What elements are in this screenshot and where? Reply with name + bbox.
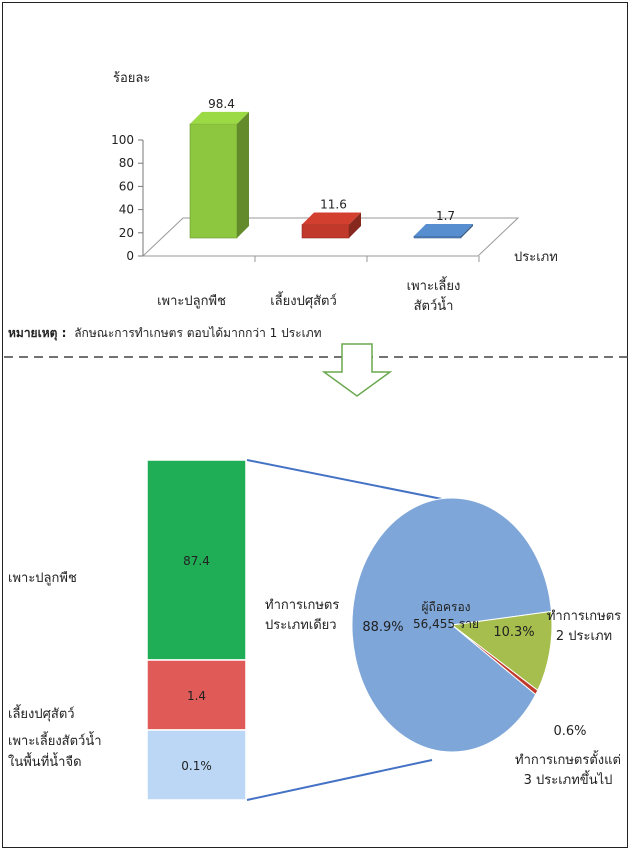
bar-3: 1.7: [413, 209, 473, 239]
stack-segment-label: เลี้ยงปศุสัตว์: [8, 704, 75, 722]
category-labels: เพาะปลูกพืช เลี้ยงปศุสัตว์ เพาะเลี้ยงสัตว์…: [157, 276, 460, 314]
y-tick-label: 40: [119, 203, 134, 217]
bar-top: [414, 224, 473, 237]
bar-front: [301, 224, 350, 239]
y-tick-label: 60: [119, 179, 134, 193]
connector-line-bottom: [246, 759, 433, 801]
note: หมายเหตุ : ลักษณะการทำเกษตร ตอบได้มากกว่…: [8, 326, 322, 341]
note-label: หมายเหตุ :: [8, 326, 66, 341]
pie-slice-shape: [450, 610, 553, 692]
category-label: เพาะเลี้ยง: [407, 276, 461, 294]
pie-slice-2: 10.3% ทำการเกษตร 2 ประเภท: [450, 609, 621, 692]
bar-value-label: 11.6: [320, 198, 347, 212]
pie-slice-value: 10.3%: [493, 625, 534, 640]
pie-slice-label: ทำการเกษตรตั้งแต่: [515, 750, 621, 768]
x-axis-title: ประเภท: [514, 250, 558, 265]
pie-slice-3: 0.6% ทำการเกษตรตั้งแต่ 3 ประเภทขึ้นไป: [451, 624, 621, 788]
bar-front: [413, 235, 462, 239]
category-label: เพาะปลูกพืช: [157, 293, 226, 309]
bar-value-label: 98.4: [208, 97, 235, 111]
y-tick-label: 0: [126, 249, 134, 263]
y-axis-title: ร้อยละ: [113, 71, 150, 86]
y-tick-label: 100: [111, 133, 134, 147]
bar-side: [237, 111, 249, 238]
pie-slice-value: 88.9%: [362, 620, 403, 635]
stack-segment-2: 1.4 เลี้ยงปศุสัตว์: [8, 659, 247, 731]
pie-center-label: 56,455 ราย: [413, 617, 479, 631]
bar-value-label: 1.7: [436, 209, 455, 223]
pie-slice-label: 3 ประเภทขึ้นไป: [524, 770, 613, 788]
connector-line-top: [246, 459, 443, 500]
category-label: สัตว์น้ำ: [414, 296, 454, 314]
note-text: ลักษณะการทำเกษตร ตอบได้มากกว่า 1 ประเภท: [74, 326, 321, 340]
bar-chart-3d: ร้อยละ ประเภท 0 20 40 60 80 100 98.4 11.6 1.7 เ…: [111, 71, 558, 314]
bar-front: [189, 123, 238, 239]
bar-2: 11.6: [301, 198, 361, 239]
stacked-bar-chart: 87.4 เพาะปลูกพืช 1.4 เลี้ยงปศุสัตว์ 0.1% เพาะ…: [8, 459, 247, 801]
stack-segment-value: 0.1%: [181, 759, 212, 773]
stack-segment-value: 87.4: [183, 554, 210, 568]
y-tick-labels: 0 20 40 60 80 100: [111, 133, 143, 263]
stack-segment-1: 87.4 เพาะปลูกพืช: [8, 459, 247, 661]
bar-top: [190, 111, 249, 124]
y-tick-label: 80: [119, 156, 134, 170]
pie-slice-value: 0.6%: [553, 724, 586, 739]
stack-segment-label: เพาะปลูกพืช: [8, 570, 77, 586]
pie-slice-label: ทำการเกษตร: [265, 598, 339, 613]
bar-top: [302, 212, 361, 225]
pie-slice-label: 2 ประเภท: [556, 629, 612, 644]
stack-segment-label: ในพื้นที่น้ำจืด: [8, 752, 82, 770]
down-arrow-icon: [321, 343, 393, 397]
y-tick-label: 20: [119, 226, 134, 240]
pie-slice-label: ทำการเกษตร: [547, 609, 621, 624]
category-label: เลี้ยงปศุสัตว์: [270, 291, 337, 309]
bar-side: [349, 212, 361, 238]
pie-slice-shape: [451, 624, 539, 696]
bar-group: 98.4 11.6 1.7: [189, 97, 473, 239]
pie-slice-label: ประเภทเดียว: [265, 617, 337, 633]
bar-side: [461, 224, 473, 238]
stack-segment-value: 1.4: [187, 689, 206, 703]
bar-1: 98.4: [189, 97, 249, 239]
pie-center-label: ผู้ถือครอง: [421, 600, 470, 615]
stack-segment-rect: [146, 729, 247, 801]
stack-segment-label: เพาะเลี้ยงสัตว์น้ำ: [8, 731, 102, 749]
